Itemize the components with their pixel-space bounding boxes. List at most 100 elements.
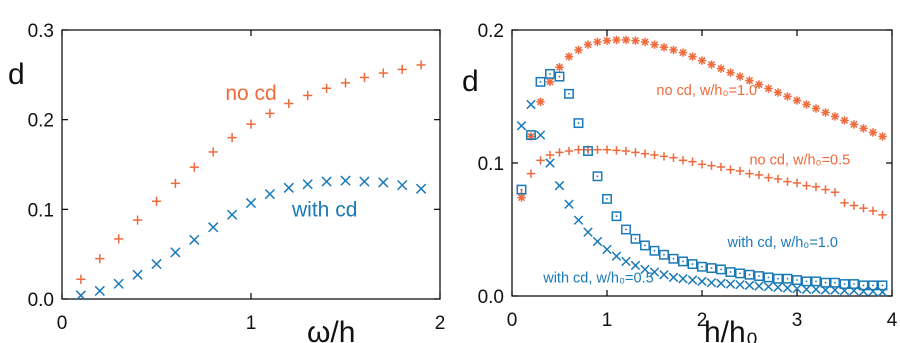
x-tick-label: 0 bbox=[507, 310, 518, 331]
data-point bbox=[830, 285, 840, 295]
y-axis-label: d bbox=[462, 65, 479, 98]
x-tick-label: 3 bbox=[792, 310, 803, 331]
data-point bbox=[151, 196, 162, 206]
series-annotation: no cd, w/h₀=1.0 bbox=[656, 83, 757, 99]
data-point bbox=[245, 197, 257, 209]
data-point bbox=[359, 176, 370, 187]
data-point bbox=[792, 283, 802, 294]
data-point bbox=[754, 170, 764, 180]
data-point bbox=[773, 88, 783, 97]
data-point bbox=[611, 251, 622, 261]
data-point bbox=[877, 280, 888, 291]
data-point bbox=[669, 153, 678, 162]
data-point bbox=[133, 215, 143, 225]
data-point bbox=[878, 132, 887, 141]
data-point bbox=[697, 56, 707, 65]
data-point bbox=[592, 236, 603, 247]
data-point bbox=[631, 148, 640, 157]
data-point bbox=[640, 264, 650, 275]
data-point bbox=[858, 280, 869, 291]
data-point bbox=[811, 284, 821, 295]
data-point bbox=[754, 281, 764, 291]
data-point bbox=[745, 76, 754, 85]
data-point bbox=[649, 245, 660, 256]
data-point bbox=[716, 64, 726, 73]
data-point bbox=[783, 92, 792, 101]
data-point bbox=[321, 176, 332, 187]
data-point bbox=[773, 273, 783, 284]
data-point bbox=[687, 275, 698, 285]
data-point bbox=[697, 261, 707, 272]
data-point bbox=[630, 260, 641, 271]
data-point bbox=[820, 285, 831, 295]
data-point bbox=[602, 36, 612, 45]
data-point bbox=[602, 145, 612, 154]
data-point bbox=[602, 193, 612, 204]
data-point bbox=[877, 287, 888, 297]
data-point bbox=[621, 35, 631, 45]
data-point bbox=[707, 60, 716, 69]
data-point bbox=[535, 76, 546, 87]
data-point bbox=[113, 278, 124, 289]
data-point bbox=[725, 267, 736, 278]
data-point bbox=[526, 169, 536, 178]
data-point bbox=[811, 276, 821, 287]
x-axis-label: ω/h bbox=[307, 316, 355, 343]
data-point bbox=[706, 277, 717, 288]
data-point bbox=[659, 269, 669, 280]
data-point bbox=[839, 285, 850, 296]
data-point bbox=[735, 279, 745, 290]
data-point bbox=[170, 178, 180, 188]
data-point bbox=[820, 277, 831, 288]
data-point bbox=[208, 222, 219, 233]
data-point bbox=[716, 278, 726, 289]
data-point bbox=[735, 72, 745, 81]
data-point bbox=[246, 119, 256, 129]
y-tick-label: 0.2 bbox=[478, 21, 504, 42]
data-point bbox=[754, 80, 764, 89]
data-point bbox=[763, 272, 774, 283]
data-point bbox=[574, 145, 583, 154]
data-point bbox=[545, 158, 555, 168]
data-point bbox=[744, 280, 755, 291]
data-point bbox=[773, 174, 783, 184]
data-point bbox=[706, 263, 717, 274]
data-point bbox=[564, 146, 574, 156]
data-point bbox=[821, 108, 830, 117]
data-point bbox=[811, 104, 821, 113]
series-annotation: no cd, w/h₀=0.5 bbox=[749, 152, 850, 168]
data-point bbox=[573, 118, 584, 129]
y-tick-label: 0.3 bbox=[28, 21, 54, 42]
data-point bbox=[378, 177, 389, 188]
data-point bbox=[763, 281, 774, 292]
data-point bbox=[849, 285, 859, 296]
data-point bbox=[640, 149, 650, 158]
data-point bbox=[189, 162, 199, 172]
data-point bbox=[564, 52, 574, 61]
data-point bbox=[840, 116, 849, 125]
series-x bbox=[516, 99, 888, 297]
data-point bbox=[688, 52, 697, 61]
data-point bbox=[764, 84, 773, 93]
y-tick-label: 0.0 bbox=[478, 287, 504, 308]
data-point bbox=[612, 35, 621, 45]
data-point bbox=[735, 268, 745, 279]
data-point bbox=[659, 152, 669, 161]
data-point bbox=[76, 274, 86, 284]
data-point bbox=[151, 258, 162, 270]
x-tick-label: 2 bbox=[435, 313, 446, 334]
data-point bbox=[416, 60, 426, 70]
data-point bbox=[536, 97, 545, 107]
series-plus bbox=[76, 60, 426, 284]
data-point bbox=[132, 269, 143, 280]
data-point bbox=[283, 182, 294, 193]
data-point bbox=[359, 72, 369, 83]
data-point bbox=[555, 148, 564, 157]
data-point bbox=[726, 68, 735, 77]
data-point bbox=[94, 285, 105, 297]
data-point bbox=[516, 184, 527, 195]
data-point bbox=[649, 267, 660, 277]
x-tick-label: 2 bbox=[697, 310, 708, 331]
data-point bbox=[397, 179, 408, 191]
